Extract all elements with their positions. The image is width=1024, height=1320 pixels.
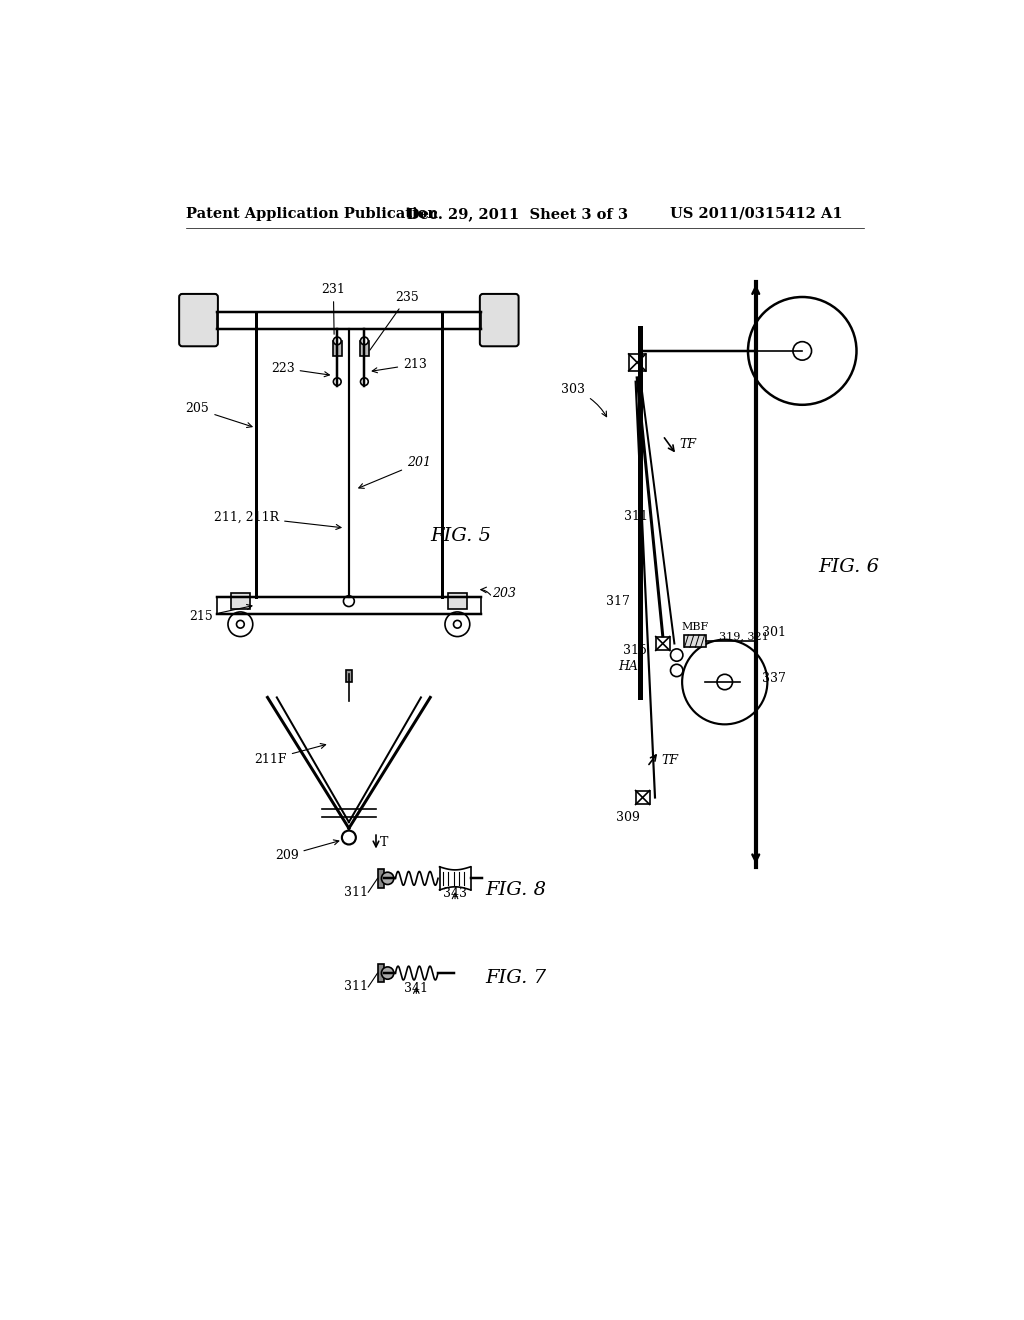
Circle shape [334, 337, 341, 345]
Text: Dec. 29, 2011  Sheet 3 of 3: Dec. 29, 2011 Sheet 3 of 3 [407, 207, 628, 220]
Text: 205: 205 [185, 403, 252, 428]
Circle shape [381, 873, 394, 884]
Text: 311: 311 [344, 886, 369, 899]
Bar [655, 636, 670, 651]
Bar [636, 791, 649, 804]
Text: 211, 211R: 211, 211R [214, 511, 341, 529]
Circle shape [381, 966, 394, 979]
Text: FIG. 6: FIG. 6 [818, 557, 880, 576]
Text: 343: 343 [443, 887, 467, 900]
Text: 301: 301 [762, 626, 786, 639]
Text: 235: 235 [370, 290, 419, 350]
Circle shape [343, 595, 354, 607]
Text: TF: TF [680, 438, 696, 451]
Text: US 2011/0315412 A1: US 2011/0315412 A1 [671, 207, 843, 220]
Text: 315: 315 [624, 644, 647, 656]
Text: 311: 311 [344, 981, 369, 994]
FancyBboxPatch shape [179, 294, 218, 346]
Bar [378, 964, 384, 982]
Text: 203: 203 [493, 587, 516, 601]
Text: 317: 317 [606, 595, 630, 609]
Text: HA: HA [618, 660, 638, 673]
Text: 215: 215 [189, 605, 252, 623]
Text: 319, 321: 319, 321 [719, 632, 769, 642]
Text: 309: 309 [615, 810, 640, 824]
Text: 303: 303 [561, 383, 606, 417]
Bar [629, 354, 646, 371]
Bar [333, 341, 342, 356]
Text: 211F: 211F [254, 743, 326, 766]
Text: 209: 209 [274, 840, 339, 862]
Text: T: T [380, 836, 388, 849]
Text: FIG. 5: FIG. 5 [431, 527, 492, 545]
Text: 223: 223 [271, 362, 330, 376]
Bar [231, 594, 250, 609]
Text: 341: 341 [404, 982, 428, 995]
Bar [378, 869, 384, 887]
Text: 311: 311 [624, 511, 648, 523]
FancyBboxPatch shape [480, 294, 518, 346]
Text: 231: 231 [322, 284, 345, 334]
Circle shape [360, 337, 369, 345]
Text: 213: 213 [372, 358, 427, 372]
Text: MBF: MBF [682, 622, 709, 632]
Bar [684, 635, 707, 647]
Text: 201: 201 [358, 457, 431, 488]
Text: TF: TF [662, 754, 678, 767]
Bar [346, 671, 352, 682]
Text: FIG. 8: FIG. 8 [485, 880, 546, 899]
Text: Patent Application Publication: Patent Application Publication [186, 207, 438, 220]
Bar [449, 594, 467, 609]
Circle shape [334, 378, 341, 385]
Circle shape [360, 378, 369, 385]
Text: 337: 337 [762, 672, 785, 685]
Bar [359, 341, 369, 356]
Text: FIG. 7: FIG. 7 [485, 969, 546, 987]
